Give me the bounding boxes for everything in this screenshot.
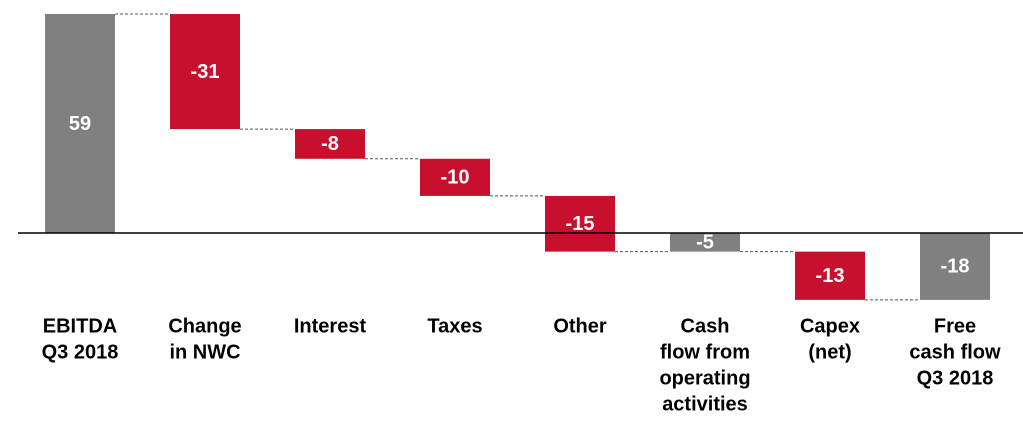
x-tick-label: in NWC	[169, 341, 240, 363]
x-tick-label: Free	[934, 315, 976, 337]
x-tick-label: Interest	[294, 315, 367, 337]
bar	[670, 233, 740, 252]
x-tick-label: flow from	[660, 341, 750, 363]
value-label: -8	[321, 133, 339, 155]
x-tick-label: Capex	[800, 315, 860, 337]
bar	[545, 195, 615, 252]
x-tick-label: Taxes	[427, 315, 482, 337]
x-tick-label: Change	[168, 315, 241, 337]
bar	[295, 129, 365, 159]
x-tick-label: cash flow	[909, 341, 1001, 363]
x-tick-label: activities	[662, 393, 748, 415]
value-label: -18	[941, 256, 970, 278]
value-label: -31	[191, 61, 220, 83]
x-tick-label: Cash	[681, 315, 730, 337]
x-tick-label: EBITDA	[43, 315, 117, 337]
x-tick-label: operating	[659, 367, 750, 389]
bar	[420, 158, 490, 196]
value-label: -10	[441, 167, 470, 189]
x-tick-label: (net)	[808, 341, 851, 363]
value-label: -13	[816, 265, 845, 287]
x-tick-label: Q3 2018	[917, 367, 994, 389]
bar	[920, 233, 990, 300]
value-label: -5	[696, 232, 714, 254]
bar	[45, 14, 115, 234]
value-label: -15	[566, 213, 595, 235]
x-tick-label: Q3 2018	[42, 341, 119, 363]
bar	[170, 14, 240, 130]
bar	[795, 251, 865, 300]
value-label: 59	[69, 113, 91, 135]
x-tick-label: Other	[553, 315, 607, 337]
